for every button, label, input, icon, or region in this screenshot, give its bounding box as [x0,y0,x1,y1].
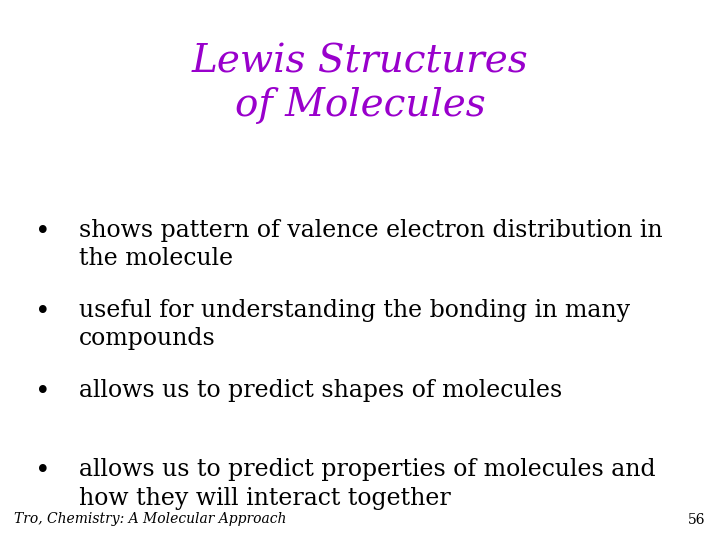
Text: shows pattern of valence electron distribution in
the molecule: shows pattern of valence electron distri… [79,219,663,270]
Text: •: • [35,458,51,484]
Text: allows us to predict shapes of molecules: allows us to predict shapes of molecules [79,379,562,402]
Text: Tro, Chemistry: A Molecular Approach: Tro, Chemistry: A Molecular Approach [14,512,287,526]
Text: •: • [35,219,51,245]
Text: •: • [35,299,51,325]
Text: useful for understanding the bonding in many
compounds: useful for understanding the bonding in … [79,299,630,350]
Text: •: • [35,379,51,404]
Text: allows us to predict properties of molecules and
how they will interact together: allows us to predict properties of molec… [79,458,656,510]
Text: 56: 56 [688,512,706,526]
Text: Lewis Structures
of Molecules: Lewis Structures of Molecules [192,43,528,124]
